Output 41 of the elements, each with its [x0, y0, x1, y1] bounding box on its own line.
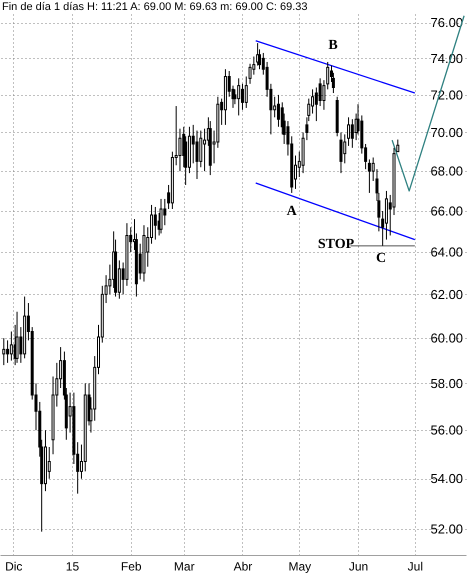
x-tick-label: Dic — [5, 560, 22, 574]
candlestick — [339, 132, 342, 174]
candlestick — [178, 128, 182, 172]
x-tick-label: May — [288, 560, 312, 574]
candlestick — [396, 139, 400, 152]
y-tick-label: 62.00 — [430, 286, 464, 302]
candlestick — [276, 94, 280, 128]
candlestick — [203, 128, 206, 172]
candlestick — [240, 83, 244, 110]
candlestick — [233, 88, 236, 105]
candlestick — [192, 124, 195, 164]
candlestick — [10, 331, 13, 362]
candlestick — [160, 198, 163, 234]
y-tick-label: 64.00 — [430, 244, 464, 260]
candlestick — [368, 158, 371, 194]
y-tick-label: 56.00 — [430, 422, 464, 438]
annotation: STOP — [318, 237, 355, 252]
candlestick — [199, 130, 202, 168]
y-tick-label: 66.00 — [430, 203, 464, 218]
y-tick-label: 60.00 — [430, 330, 464, 346]
x-tick-label: Jun — [348, 560, 368, 574]
candlestick — [196, 130, 199, 180]
x-tick-label: Feb — [120, 560, 142, 574]
y-tick-label: 52.00 — [430, 522, 464, 537]
candlestick — [16, 311, 19, 364]
x-tick-label: Mar — [174, 560, 195, 574]
y-tick-label: 54.00 — [430, 471, 464, 486]
y-tick-label: 68.00 — [430, 164, 464, 179]
y-tick-label: 70.00 — [430, 124, 464, 140]
y-tick-label: 58.00 — [430, 376, 464, 391]
x-tick-label: Jul — [408, 560, 424, 574]
x-tick-label: 15 — [66, 560, 80, 574]
candlestick — [372, 156, 375, 182]
candlestick — [6, 340, 10, 364]
x-tick-label: Abr — [234, 560, 252, 574]
annotation: C — [376, 251, 386, 266]
candlestick — [237, 78, 240, 116]
candlestick — [154, 206, 157, 240]
annotation: A — [286, 204, 298, 219]
chart-title: Fin de día 1 días H: 11:21 A: 69.00 M: 69.63 m: 69.00 C: 69.33 — [2, 1, 308, 13]
annotation: B — [328, 38, 338, 53]
